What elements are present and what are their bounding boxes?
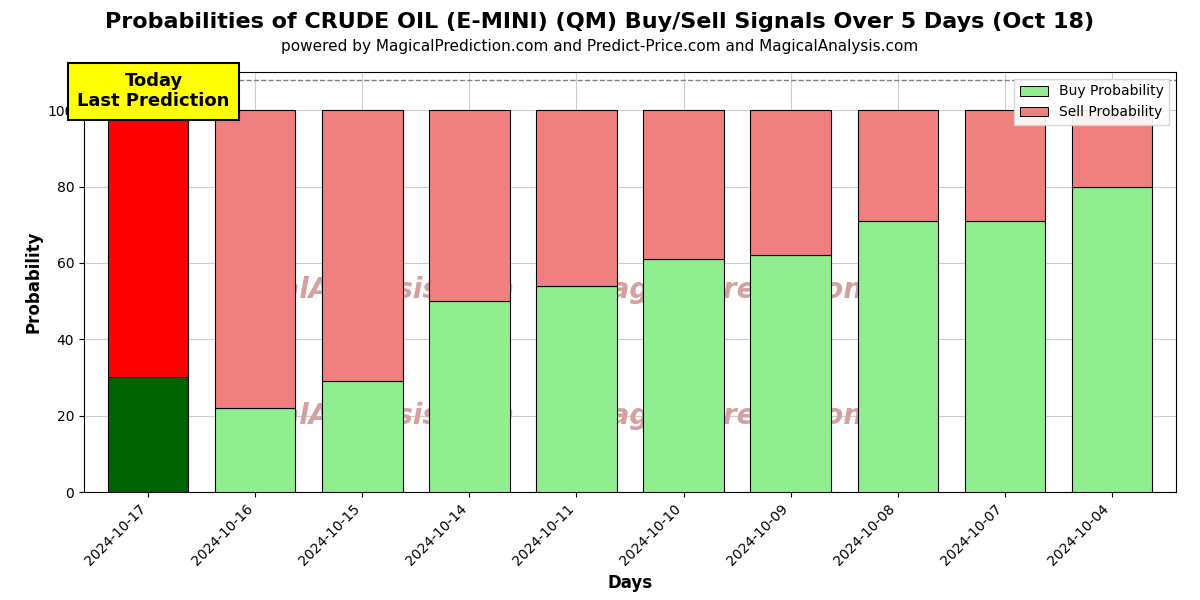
Bar [536, 110, 617, 286]
Bar [750, 255, 830, 492]
Bar [108, 377, 188, 492]
Legend: Buy Probability, Sell Probability: Buy Probability, Sell Probability [1014, 79, 1169, 125]
Bar [430, 110, 510, 301]
Bar [965, 221, 1045, 492]
Text: Probabilities of CRUDE OIL (E-MINI) (QM) Buy/Sell Signals Over 5 Days (Oct 18): Probabilities of CRUDE OIL (E-MINI) (QM)… [106, 12, 1094, 32]
Bar [108, 110, 188, 377]
Bar [536, 286, 617, 492]
Bar [1072, 187, 1152, 492]
Bar [1072, 110, 1152, 187]
Text: calAnalysis.com: calAnalysis.com [265, 277, 515, 304]
Y-axis label: Probability: Probability [24, 231, 42, 333]
Bar [323, 110, 402, 381]
Bar [858, 221, 937, 492]
Bar [965, 110, 1045, 221]
Bar [643, 110, 724, 259]
Bar [858, 110, 937, 221]
Bar [323, 381, 402, 492]
Text: MagicalPrediction.com: MagicalPrediction.com [583, 403, 938, 430]
Bar [750, 110, 830, 255]
Bar [215, 408, 295, 492]
Text: Today
Last Prediction: Today Last Prediction [78, 71, 229, 110]
Bar [215, 110, 295, 408]
Bar [643, 259, 724, 492]
Text: calAnalysis.com: calAnalysis.com [265, 403, 515, 430]
Bar [430, 301, 510, 492]
Text: MagicalPrediction.com: MagicalPrediction.com [583, 277, 938, 304]
Text: powered by MagicalPrediction.com and Predict-Price.com and MagicalAnalysis.com: powered by MagicalPrediction.com and Pre… [281, 39, 919, 54]
X-axis label: Days: Days [607, 574, 653, 592]
